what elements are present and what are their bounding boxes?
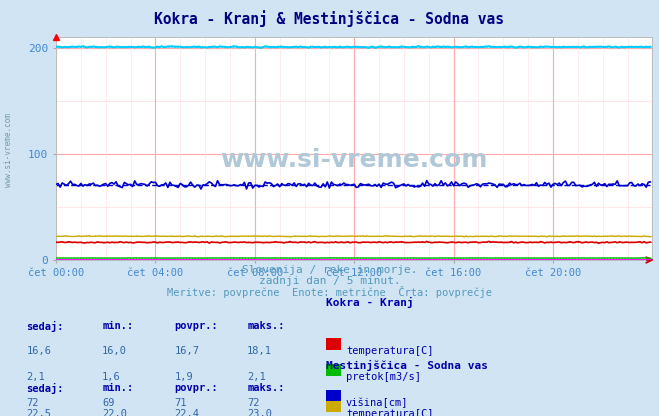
Text: Mestinjščica - Sodna vas: Mestinjščica - Sodna vas (326, 360, 488, 371)
Text: sedaj:: sedaj: (26, 383, 64, 394)
Text: 23,0: 23,0 (247, 409, 272, 416)
Text: 1,6: 1,6 (102, 372, 121, 382)
Text: sedaj:: sedaj: (26, 321, 64, 332)
Text: Kokra - Kranj & Mestinjščica - Sodna vas: Kokra - Kranj & Mestinjščica - Sodna vas (154, 10, 505, 27)
Text: povpr.:: povpr.: (175, 383, 218, 393)
Text: temperatura[C]: temperatura[C] (346, 347, 434, 357)
Text: temperatura[C]: temperatura[C] (346, 409, 434, 416)
Text: min.:: min.: (102, 321, 133, 331)
Text: 2,1: 2,1 (26, 372, 45, 382)
Text: maks.:: maks.: (247, 383, 285, 393)
Text: 22,5: 22,5 (26, 409, 51, 416)
Text: 72: 72 (26, 398, 39, 408)
Text: povpr.:: povpr.: (175, 321, 218, 331)
Text: www.si-vreme.com: www.si-vreme.com (221, 148, 488, 172)
Text: 22,0: 22,0 (102, 409, 127, 416)
Text: 22,4: 22,4 (175, 409, 200, 416)
Text: 71: 71 (175, 398, 187, 408)
Text: 69: 69 (102, 398, 115, 408)
Text: maks.:: maks.: (247, 321, 285, 331)
Text: višina[cm]: višina[cm] (346, 398, 409, 409)
Text: Kokra - Kranj: Kokra - Kranj (326, 297, 414, 309)
Text: www.si-vreme.com: www.si-vreme.com (4, 113, 13, 187)
Text: Slovenija / reke in morje.: Slovenija / reke in morje. (242, 265, 417, 275)
Text: zadnji dan / 5 minut.: zadnji dan / 5 minut. (258, 276, 401, 286)
Text: pretok[m3/s]: pretok[m3/s] (346, 372, 421, 382)
Text: 18,1: 18,1 (247, 347, 272, 357)
Text: 16,7: 16,7 (175, 347, 200, 357)
Text: 72: 72 (247, 398, 260, 408)
Text: 16,0: 16,0 (102, 347, 127, 357)
Text: 16,6: 16,6 (26, 347, 51, 357)
Text: 1,9: 1,9 (175, 372, 193, 382)
Text: min.:: min.: (102, 383, 133, 393)
Text: Meritve: povprečne  Enote: metrične  Črta: povprečje: Meritve: povprečne Enote: metrične Črta:… (167, 286, 492, 298)
Text: 2,1: 2,1 (247, 372, 266, 382)
